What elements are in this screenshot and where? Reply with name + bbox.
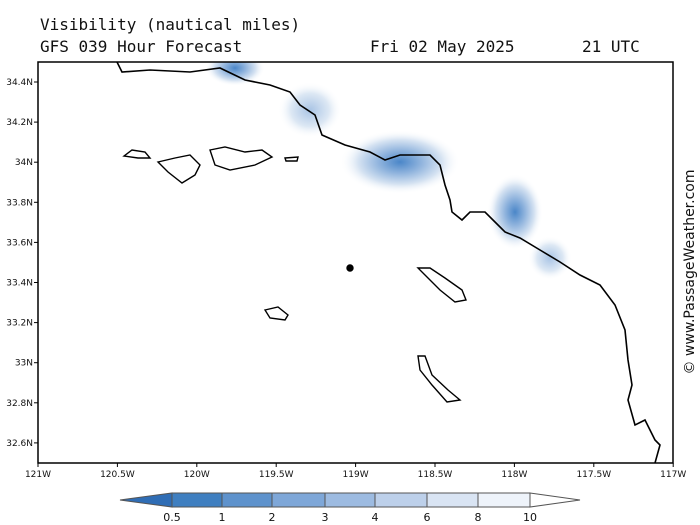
lon-label: 119.5W xyxy=(259,470,294,480)
level-label: 2 xyxy=(269,511,276,524)
lon-label: 118W xyxy=(501,470,527,480)
date: Fri 02 May 2025 xyxy=(370,37,515,56)
colorbar-cell xyxy=(529,492,581,508)
colorbar-cell xyxy=(374,492,428,508)
colorbar-cell xyxy=(324,492,376,508)
level-label: 3 xyxy=(322,511,329,524)
colorbar xyxy=(119,492,581,508)
colorbar-cell xyxy=(171,492,223,508)
lon-label: 119W xyxy=(343,470,369,480)
colorbar-cell xyxy=(477,492,531,508)
time: 21 UTC xyxy=(582,37,640,56)
lat-label: 34N xyxy=(15,158,33,168)
level-label: 1 xyxy=(219,511,226,524)
low-visibility xyxy=(340,130,460,194)
lon-label: 120W xyxy=(184,470,210,480)
level-label: 0.5 xyxy=(163,511,181,524)
ticks: 34.4N 34.2N 34N 33.8N 33.6N 33.4N 33.2N 33N 32.8… xyxy=(6,78,686,480)
lat-label: 33.4N xyxy=(6,279,33,289)
lat-label: 32.6N xyxy=(6,439,33,449)
credit: © www.PassageWeather.com xyxy=(682,169,698,374)
coastline xyxy=(116,62,661,463)
lat-label: 33.2N xyxy=(6,319,33,329)
lat-label: 34.4N xyxy=(6,78,33,88)
lat-label: 34.2N xyxy=(6,118,33,128)
subtitle: GFS 039 Hour Forecast xyxy=(40,37,242,56)
level-label: 8 xyxy=(475,511,482,524)
islands xyxy=(122,146,467,403)
lon-label: 121W xyxy=(25,470,51,480)
lat-label: 33.6N xyxy=(6,238,33,248)
colorbar-cell xyxy=(119,492,173,508)
level-label: 4 xyxy=(372,511,379,524)
colorbar-cell xyxy=(426,492,479,508)
colorbar-labels: 0.5 1 2 3 4 6 8 10 xyxy=(163,511,537,524)
level-label: 6 xyxy=(424,511,431,524)
title: Visibility (nautical miles) xyxy=(40,15,300,34)
low-visibility xyxy=(487,174,543,250)
colorbar-cell xyxy=(221,492,273,508)
lat-label: 33.8N xyxy=(6,198,33,208)
lon-label: 117.5W xyxy=(576,470,611,480)
lat-label: 32.8N xyxy=(6,399,33,409)
lon-label: 118.5W xyxy=(418,470,453,480)
lat-label: 33N xyxy=(15,359,33,369)
lon-label: 117W xyxy=(660,470,686,480)
low-visibility xyxy=(528,236,572,280)
map-frame xyxy=(37,61,674,464)
map-area xyxy=(116,62,661,463)
colorbar-cell xyxy=(271,492,326,508)
lon-label: 120.5W xyxy=(100,470,135,480)
level-label: 10 xyxy=(523,511,537,524)
